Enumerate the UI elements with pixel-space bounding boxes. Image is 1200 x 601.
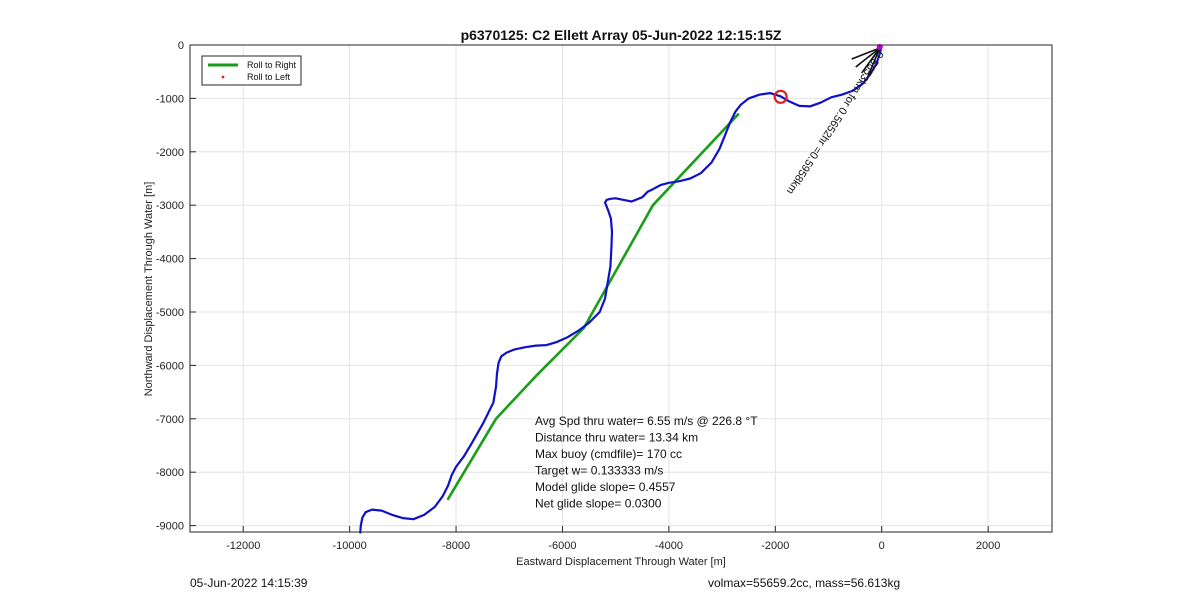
y-tick-label: -1000 [156, 93, 184, 105]
plot-frame [189, 44, 1053, 533]
legend: Roll to Right Roll to Left [201, 55, 302, 86]
x-tick-label: 2000 [976, 540, 1000, 552]
x-tick-label: 0 [879, 540, 885, 552]
footer-vol-mass: volmax=55659.2cc, mass=56.613kg [708, 576, 901, 590]
legend-swatch-roll-left [221, 75, 225, 79]
y-tick-label: -7000 [156, 414, 184, 426]
y-tick-label: -5000 [156, 307, 184, 319]
y-tick-label: -8000 [156, 467, 184, 479]
stats-line: Target w= 0.133333 m/s [535, 464, 663, 478]
track-line [359, 44, 883, 534]
series-layer [359, 44, 883, 534]
stats-line: Max buoy (cmdfile)= 170 cc [535, 447, 682, 461]
stats-line: Distance thru water= 13.34 km [535, 431, 698, 445]
roll-right-line [446, 113, 740, 501]
y-axis-label: Northward Displacement Through Water [m] [143, 182, 155, 397]
x-tick-label: -10000 [332, 540, 366, 552]
x-tick-label: -6000 [548, 540, 576, 552]
annotations: Avg Spd thru water= 6.55 m/s @ 226.8 °T D… [535, 48, 886, 510]
grid [190, 44, 1052, 532]
x-tick-label: -4000 [655, 540, 683, 552]
current-arrow [866, 47, 881, 78]
axes: -12000 -10000 -8000 -6000 -4000 -2000 0 2000 0 -1… [156, 40, 1001, 552]
legend-box [201, 55, 302, 86]
footer-timestamp: 05-Jun-2022 14:15:39 [190, 576, 308, 590]
current-arrow [851, 47, 881, 60]
legend-label-roll-left: Roll to Left [247, 72, 291, 82]
legend-label-roll-right: Roll to Right [247, 60, 297, 70]
stats-line: Model glide slope= 0.4557 [535, 480, 676, 494]
y-tick-label: -6000 [156, 360, 184, 372]
current-arrow [855, 47, 881, 68]
chart-title: p6370125: C2 Ellett Array 05-Jun-2022 12… [461, 27, 782, 43]
current-arrow [861, 47, 881, 74]
stats-line: Avg Spd thru water= 6.55 m/s @ 226.8 °T [535, 414, 758, 428]
y-tick-label: -2000 [156, 147, 184, 159]
x-tick-label: -8000 [442, 540, 470, 552]
y-tick-label: -9000 [156, 521, 184, 533]
x-tick-label: -12000 [226, 540, 260, 552]
distance-rotated-label: 0.5653km for 0.5652hr =0.5958km [784, 48, 886, 196]
stats-line: Net glide slope= 0.0300 [535, 497, 662, 511]
x-tick-label: -2000 [761, 540, 789, 552]
x-axis-label: Eastward Displacement Through Water [m] [516, 556, 726, 568]
y-tick-label: -4000 [156, 254, 184, 266]
y-tick-label: -3000 [156, 200, 184, 212]
surface-marker [773, 89, 788, 104]
y-tick-label: 0 [178, 40, 184, 52]
